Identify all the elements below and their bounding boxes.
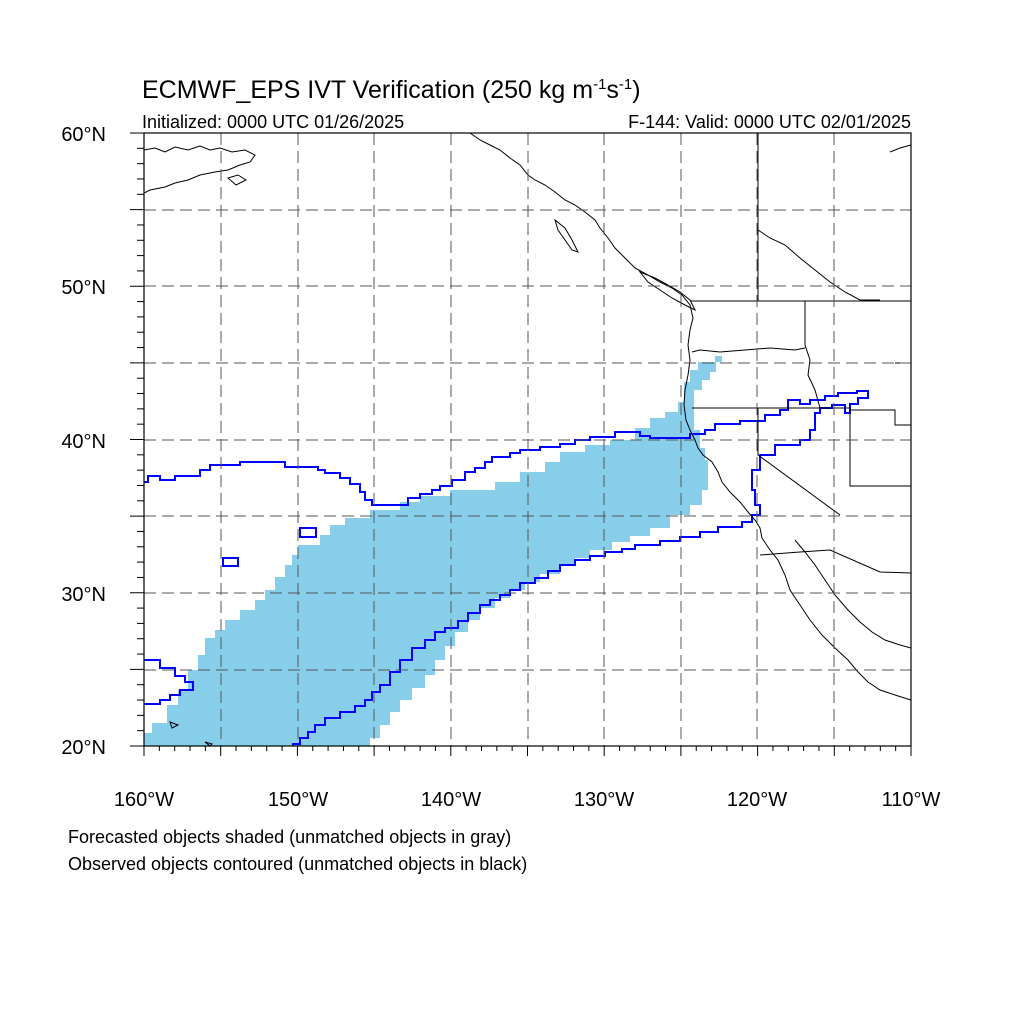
map-title: ECMWF_EPS IVT Verification (250 kg m-1s-… [142,76,641,104]
observed-ivt-blob-2 [299,527,317,538]
valid-time-label: F-144: Valid: 0000 UTC 02/01/2025 [628,112,911,132]
legend-note-observed: Observed objects contoured (unmatched ob… [68,854,527,874]
lat-label: 40°N [61,431,106,453]
graticule [144,133,911,746]
latitude-labels: 20°N 30°N 40°N 50°N 60°N [61,124,106,759]
lat-label: 30°N [61,584,106,606]
initialized-label: Initialized: 0000 UTC 01/26/2025 [142,112,404,132]
lon-label: 160°W [114,789,174,811]
lon-label: 110°W [882,789,941,811]
lat-label: 50°N [61,277,106,299]
legend-note-forecast: Forecasted objects shaded (unmatched obj… [68,827,511,847]
lat-label: 60°N [61,124,106,146]
longitude-labels: 160°W 150°W 140°W 130°W 120°W 110°W [114,789,941,811]
observed-ivt-contour-west [144,659,194,705]
axis-ticks [130,132,912,756]
lon-label: 150°W [268,789,328,811]
observed-ivt-contour [144,390,869,746]
lon-label: 140°W [421,789,481,811]
forecast-ivt-object [144,356,722,746]
lat-label: 20°N [61,737,106,759]
observed-ivt-blob-1 [222,557,239,567]
political-boundaries [690,133,911,574]
lon-label: 130°W [574,789,634,811]
lon-label: 120°W [727,789,787,811]
coastlines [144,133,911,746]
